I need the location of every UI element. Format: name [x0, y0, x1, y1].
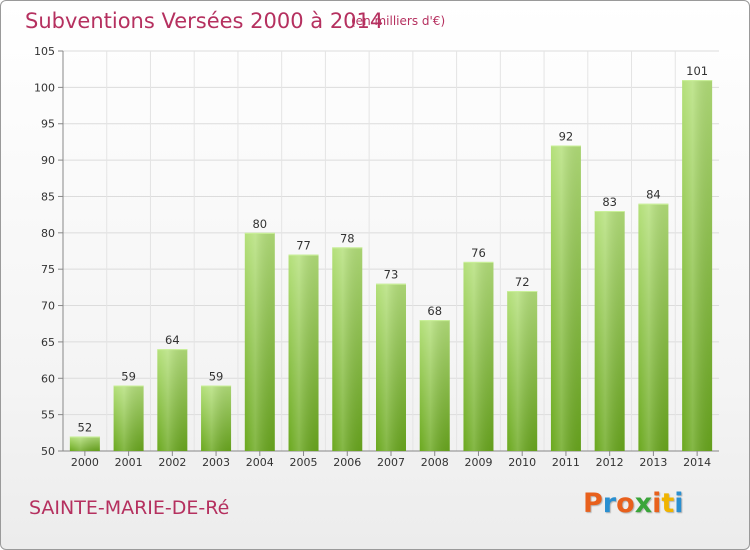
logo-letter: t: [661, 488, 675, 519]
y-tick-label: 100: [34, 81, 55, 94]
data-label: 101: [686, 64, 708, 78]
bars: [69, 80, 713, 451]
x-tick-label: 2012: [596, 456, 624, 469]
y-tick-label: 75: [41, 263, 55, 276]
x-tick-label: 2003: [202, 456, 230, 469]
x-tick-label: 2005: [290, 456, 318, 469]
y-tick-label: 80: [41, 227, 55, 240]
data-label: 52: [78, 420, 93, 434]
data-label: 78: [340, 231, 355, 245]
x-tick-label: 2009: [464, 456, 492, 469]
data-label: 59: [209, 370, 224, 384]
y-tick-label: 70: [41, 300, 55, 313]
bar-shine: [244, 232, 275, 451]
x-tick-label: 2002: [158, 456, 186, 469]
bar-shine: [288, 254, 319, 451]
x-tick-label: 2014: [683, 456, 711, 469]
x-tick-label: 2011: [552, 456, 580, 469]
data-label: 77: [296, 239, 311, 253]
bar-shine: [376, 283, 406, 451]
x-tick-label: 2007: [377, 456, 405, 469]
data-label: 84: [646, 188, 661, 202]
data-label: 80: [252, 217, 267, 231]
x-tick-label: 2000: [71, 456, 99, 469]
y-tick-label: 50: [41, 445, 55, 458]
y-tick-label: 85: [41, 190, 55, 203]
labels: 50 55 60 65 70 75 80 85 90 95 100 105 52 2000 59 2001 64…: [34, 45, 711, 469]
chart-subtitle: (en milliers d'€): [351, 14, 446, 28]
x-tick-label: 2013: [639, 456, 667, 469]
y-tick-label: 90: [41, 154, 55, 167]
bar-shine: [201, 385, 232, 451]
bar-shine: [157, 349, 188, 451]
y-tick-label: 95: [41, 118, 55, 131]
bar-shine: [419, 320, 450, 451]
logo-letter: o: [616, 488, 635, 519]
bar-shine: [550, 145, 581, 451]
x-tick-label: 2010: [508, 456, 536, 469]
logo-letter: P: [583, 488, 603, 519]
logo-letter: x: [634, 488, 653, 519]
y-tick-label: 55: [41, 409, 55, 422]
data-label: 83: [602, 195, 617, 209]
y-tick-label: 65: [41, 336, 55, 349]
bar-shine: [638, 203, 669, 451]
x-tick-label: 2001: [115, 456, 143, 469]
y-tick-label: 105: [34, 45, 55, 58]
data-label: 73: [384, 268, 399, 282]
bar-shine: [507, 291, 538, 451]
x-tick-label: 2006: [333, 456, 361, 469]
data-label: 68: [427, 304, 442, 318]
data-label: 72: [515, 275, 530, 289]
logo-letter: i: [674, 488, 684, 519]
place-name: SAINTE-MARIE-DE-Ré: [29, 497, 230, 519]
bar-shine: [332, 247, 363, 451]
y-tick-label: 60: [41, 372, 55, 385]
bar-shine: [682, 80, 713, 451]
x-tick-label: 2004: [246, 456, 274, 469]
bar-shine: [594, 211, 625, 451]
data-label: 59: [121, 370, 136, 384]
chart-title: Subventions Versées 2000 à 2014: [25, 9, 384, 33]
logo-letter: i: [652, 488, 662, 519]
x-tick-label: 2008: [421, 456, 449, 469]
data-label: 76: [471, 246, 486, 260]
proxiti-logo[interactable]: Proxiti: [583, 488, 684, 519]
data-label: 64: [165, 333, 180, 347]
data-label: 92: [559, 130, 574, 144]
bar-shine: [69, 436, 100, 451]
logo-letter: r: [602, 488, 617, 519]
bar-shine: [113, 385, 144, 451]
bar-shine: [463, 261, 494, 451]
